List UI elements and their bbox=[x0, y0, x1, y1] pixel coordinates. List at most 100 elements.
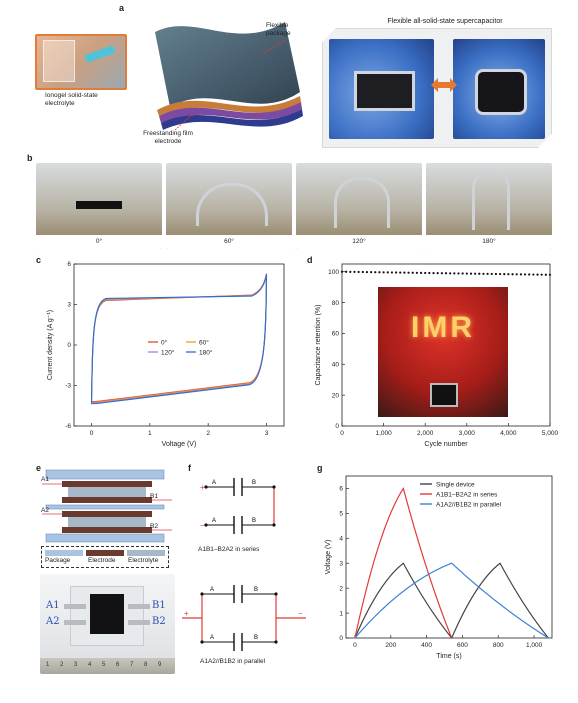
legend-electrode: Electrode bbox=[88, 557, 116, 564]
y-tick-label: 20 bbox=[332, 392, 340, 399]
handwritten-b2: B2 bbox=[152, 616, 166, 627]
retention-point bbox=[365, 270, 369, 274]
retention-point bbox=[461, 272, 464, 275]
supercap-photo-bent bbox=[453, 39, 545, 139]
ruler-tick-label: 6 bbox=[116, 662, 120, 668]
handwritten-b1: B1 bbox=[152, 600, 166, 611]
gcd-curve-2 bbox=[354, 562, 549, 639]
panel-a-label: a bbox=[119, 3, 125, 13]
retention-point bbox=[453, 272, 456, 275]
legend-swatch-electrode bbox=[86, 550, 124, 556]
retention-point bbox=[490, 272, 493, 276]
retention-point bbox=[340, 270, 344, 273]
series-caption: A1B1–B2A2 in series bbox=[198, 546, 260, 553]
bend-photo-0: 0° bbox=[36, 163, 162, 249]
bend-photo-60: 60° bbox=[166, 163, 292, 249]
legend-label: 0° bbox=[161, 338, 168, 346]
ruler-tick-label: 8 bbox=[144, 662, 148, 668]
x-tick-label: 4,000 bbox=[500, 430, 517, 437]
plot-frame bbox=[345, 475, 553, 639]
parallel-minus: − bbox=[298, 609, 303, 618]
ionogel-photo bbox=[35, 34, 127, 90]
svg-text:B: B bbox=[252, 480, 256, 486]
legend-label: A1B1–B2A2 in series bbox=[436, 491, 498, 498]
cycling-chart: 0 1,000 2,000 3,000 4,000 5,000 0 20 40 60 80 100 Cy… bbox=[315, 263, 558, 448]
x-axis-label: Time (s) bbox=[436, 653, 461, 660]
retention-point bbox=[415, 271, 418, 274]
label-a1: A1 bbox=[41, 476, 49, 483]
label-a2: A2 bbox=[41, 507, 49, 514]
electrode-b2 bbox=[62, 527, 152, 533]
legend-label: Single device bbox=[436, 481, 475, 488]
retention-point bbox=[482, 272, 485, 275]
retention-point bbox=[411, 271, 414, 274]
legend-label: A1A2//B1B2 in parallel bbox=[436, 501, 502, 508]
film-layer-bottom bbox=[161, 109, 303, 130]
ruler-tick-label: 3 bbox=[74, 662, 78, 668]
legend-label: 180° bbox=[199, 348, 213, 356]
panel-c-label: c bbox=[36, 255, 42, 265]
y-axis-label: Voltage (V) bbox=[325, 540, 332, 575]
electrolyte-2 bbox=[68, 517, 146, 527]
x-tick-label: 0 bbox=[340, 430, 344, 437]
package-bottom bbox=[45, 533, 165, 543]
retention-point bbox=[532, 273, 535, 276]
handwritten-a2: A2 bbox=[46, 616, 60, 627]
angle-caption-60: 60° bbox=[166, 235, 292, 249]
svg-text:A: A bbox=[212, 518, 216, 524]
pipette-tip bbox=[84, 45, 116, 63]
svg-text:A: A bbox=[210, 635, 214, 641]
series-plus: + bbox=[200, 483, 205, 492]
retention-point bbox=[424, 271, 427, 275]
retention-point bbox=[474, 272, 477, 275]
legend-package: Package bbox=[45, 557, 71, 564]
retention-point bbox=[428, 271, 431, 275]
electrode-a1 bbox=[62, 481, 152, 487]
device-photo: A1 A2 B1 B2 1 2 3 4 5 6 7 8 9 bbox=[40, 574, 175, 674]
ruler-tick-label: 4 bbox=[88, 662, 92, 668]
series-circuit: + − A B A B bbox=[200, 478, 276, 534]
ruler-tick-label: 5 bbox=[102, 662, 106, 668]
panel-b-label: b bbox=[27, 153, 33, 163]
x-tick-label: 3 bbox=[265, 430, 269, 437]
x-tick-label: 2,000 bbox=[417, 430, 434, 437]
bend-photo-180: 180° bbox=[426, 163, 552, 249]
bend-arrow-icon bbox=[431, 78, 457, 92]
retention-point bbox=[540, 273, 543, 276]
y-tick-label: 3 bbox=[339, 560, 343, 567]
stack-legend: Package Electrode Electrolyte bbox=[41, 546, 169, 568]
panel-g-label: g bbox=[317, 463, 323, 473]
package-label: Flexible package bbox=[266, 22, 291, 37]
retention-point bbox=[419, 271, 423, 274]
bend-photo-120: 120° bbox=[296, 163, 422, 249]
y-tick-label: 6 bbox=[339, 486, 343, 493]
handwritten-a1: A1 bbox=[46, 600, 60, 611]
cv-curve-0 bbox=[90, 273, 268, 403]
package-top bbox=[45, 469, 165, 480]
x-tick-label: 3,000 bbox=[459, 430, 476, 437]
retention-point bbox=[345, 270, 348, 273]
x-tick-label: 600 bbox=[457, 642, 468, 649]
retention-point bbox=[494, 272, 498, 276]
y-tick-label: -6 bbox=[65, 423, 71, 430]
tab-b2 bbox=[128, 620, 150, 625]
device-flat bbox=[354, 71, 415, 111]
legend-swatch-electrolyte bbox=[127, 550, 165, 556]
label-b1: B1 bbox=[150, 493, 158, 500]
retention-point bbox=[370, 271, 373, 274]
device-arc-120 bbox=[334, 177, 390, 228]
retention-point bbox=[465, 272, 468, 275]
retention-point bbox=[457, 272, 460, 275]
retention-point bbox=[548, 273, 552, 276]
series-minus: − bbox=[200, 521, 205, 530]
y-tick-label: -3 bbox=[65, 383, 71, 390]
parallel-caption: A1A2//B1B2 in parallel bbox=[200, 658, 266, 665]
retention-point bbox=[357, 270, 360, 274]
x-tick-label: 1 bbox=[148, 430, 152, 437]
retention-point bbox=[432, 271, 435, 275]
parallel-circuit: + − A B A B bbox=[182, 585, 306, 651]
retention-point bbox=[515, 273, 518, 276]
retention-point bbox=[498, 272, 502, 276]
retention-point bbox=[361, 270, 364, 274]
panel-d-label: d bbox=[307, 255, 313, 265]
